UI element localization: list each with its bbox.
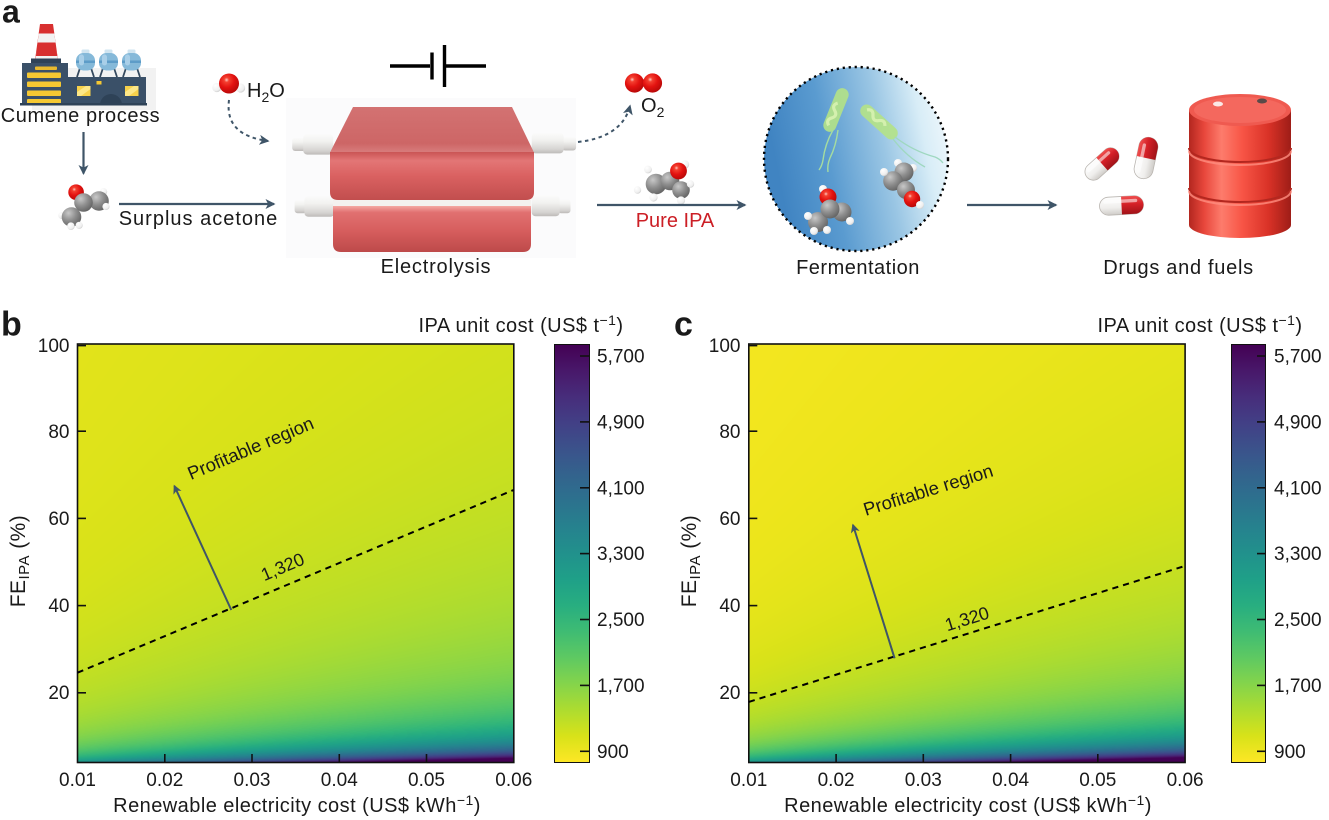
svg-text:FEIPA (%): FEIPA (%) — [678, 515, 704, 607]
svg-text:IPA unit cost (US$ t−1): IPA unit cost (US$ t−1) — [419, 312, 624, 337]
svg-text:a: a — [2, 0, 20, 30]
svg-text:100: 100 — [38, 336, 70, 357]
svg-text:0.06: 0.06 — [495, 770, 532, 791]
svg-text:FEIPA (%): FEIPA (%) — [7, 515, 33, 607]
svg-text:20: 20 — [48, 683, 69, 704]
svg-text:5,700: 5,700 — [1274, 347, 1322, 368]
svg-text:Profitable region: Profitable region — [861, 460, 996, 520]
svg-text:Pure IPA: Pure IPA — [636, 210, 715, 232]
svg-text:b: b — [1, 306, 22, 344]
svg-text:4,100: 4,100 — [597, 478, 645, 499]
svg-text:3,300: 3,300 — [597, 544, 645, 565]
svg-text:Drugs and fuels: Drugs and fuels — [1103, 257, 1254, 279]
svg-text:0.03: 0.03 — [905, 770, 942, 791]
svg-text:100: 100 — [709, 336, 741, 357]
svg-text:20: 20 — [719, 683, 740, 704]
svg-text:5,700: 5,700 — [597, 347, 645, 368]
svg-text:0.06: 0.06 — [1167, 770, 1204, 791]
svg-text:2,500: 2,500 — [1274, 610, 1322, 631]
svg-text:4,900: 4,900 — [597, 412, 645, 433]
svg-text:1,320: 1,320 — [943, 603, 992, 635]
svg-text:c: c — [674, 306, 693, 344]
svg-text:Renewable electricity cost (US: Renewable electricity cost (US$ kWh−1) — [784, 792, 1152, 817]
svg-text:60: 60 — [48, 509, 69, 530]
svg-text:900: 900 — [1274, 742, 1306, 763]
svg-text:0.01: 0.01 — [59, 770, 96, 791]
svg-text:0.05: 0.05 — [1079, 770, 1116, 791]
svg-text:0.02: 0.02 — [146, 770, 183, 791]
svg-text:IPA unit cost (US$ t−1): IPA unit cost (US$ t−1) — [1098, 312, 1303, 337]
svg-text:4,900: 4,900 — [1274, 412, 1322, 433]
svg-text:1,700: 1,700 — [1274, 676, 1322, 697]
svg-text:60: 60 — [719, 509, 740, 530]
svg-text:Renewable electricity cost (US: Renewable electricity cost (US$ kWh−1) — [113, 792, 481, 817]
svg-text:Fermentation: Fermentation — [796, 257, 920, 279]
svg-text:80: 80 — [48, 422, 69, 443]
svg-text:80: 80 — [719, 422, 740, 443]
svg-text:0.04: 0.04 — [321, 770, 358, 791]
svg-text:0.01: 0.01 — [730, 770, 767, 791]
svg-text:0.03: 0.03 — [234, 770, 271, 791]
svg-text:0.02: 0.02 — [818, 770, 855, 791]
svg-text:Electrolysis: Electrolysis — [381, 256, 492, 278]
svg-text:900: 900 — [597, 742, 629, 763]
svg-text:4,100: 4,100 — [1274, 478, 1322, 499]
svg-text:1,700: 1,700 — [597, 676, 645, 697]
svg-text:Profitable region: Profitable region — [184, 412, 316, 484]
svg-text:Surplus acetone: Surplus acetone — [119, 208, 279, 230]
svg-text:2,500: 2,500 — [597, 610, 645, 631]
svg-text:40: 40 — [48, 596, 69, 617]
svg-text:0.04: 0.04 — [992, 770, 1029, 791]
svg-text:0.05: 0.05 — [408, 770, 445, 791]
svg-text:3,300: 3,300 — [1274, 544, 1322, 565]
svg-text:Cumene process: Cumene process — [1, 105, 161, 127]
svg-text:40: 40 — [719, 596, 740, 617]
